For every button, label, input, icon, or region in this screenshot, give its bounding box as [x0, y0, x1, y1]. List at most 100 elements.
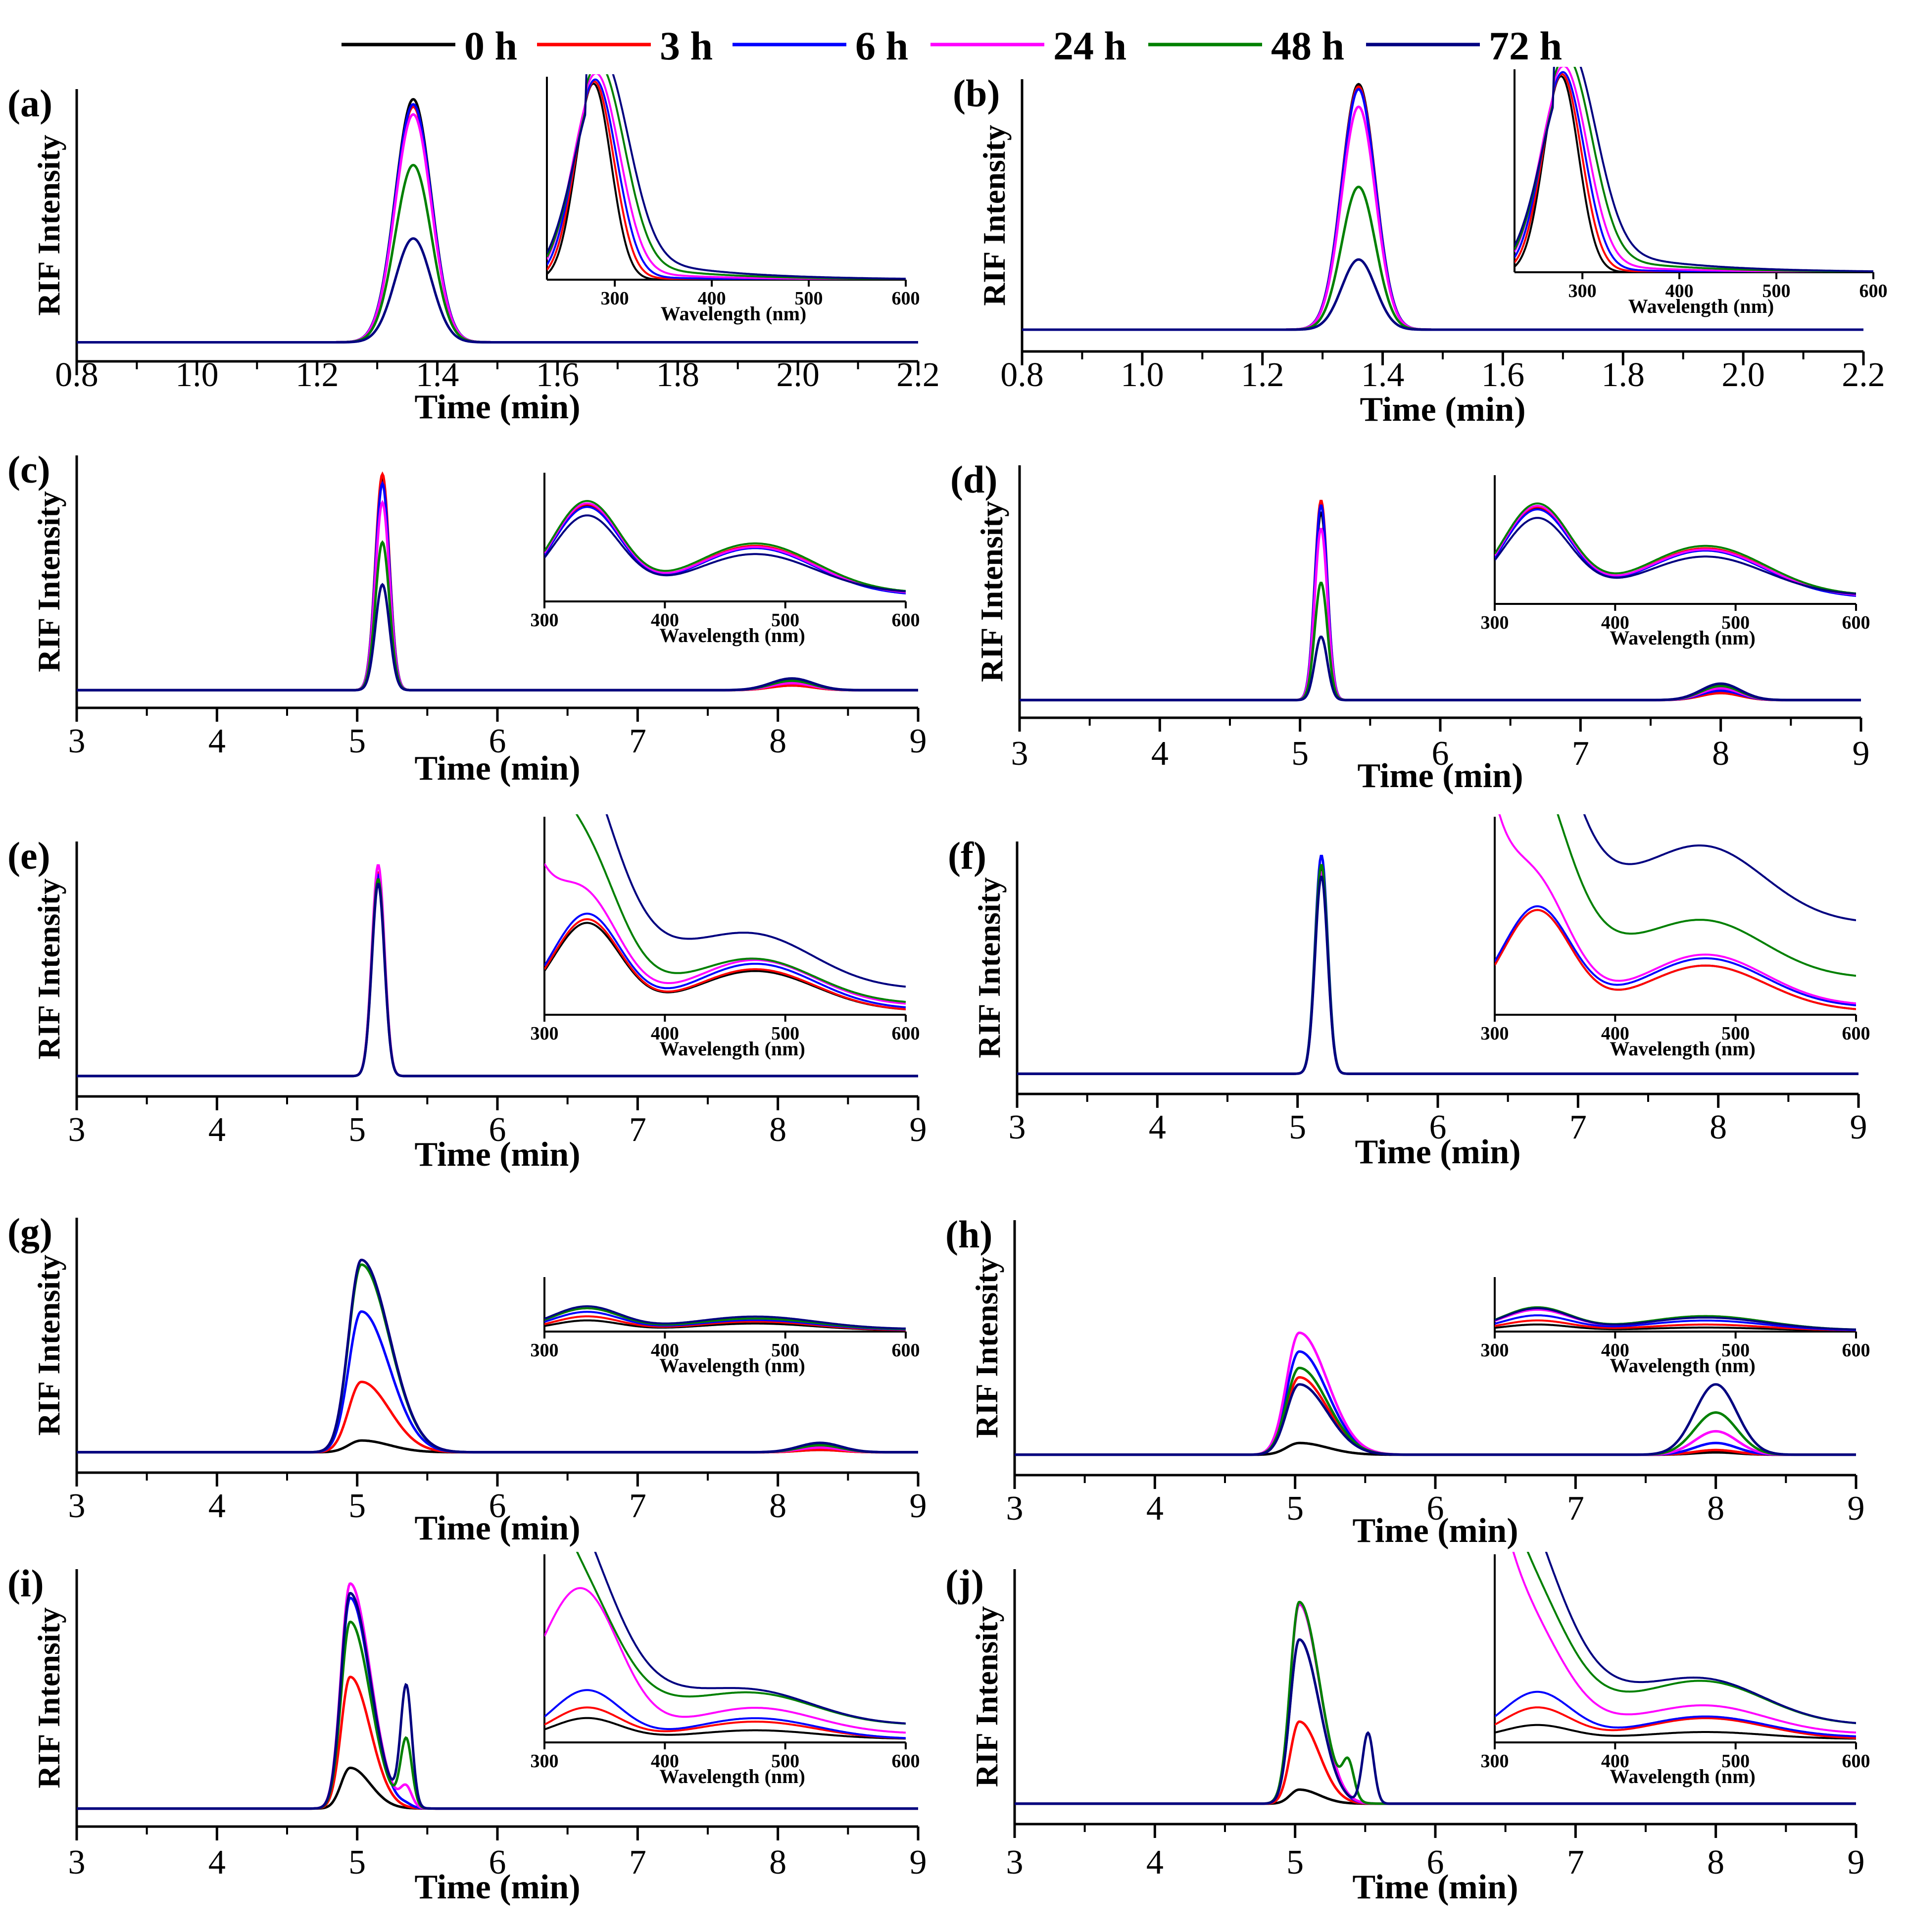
x-tick-label: 7 [629, 722, 646, 760]
x-tick-label: 4 [1151, 735, 1169, 773]
x-axis-title: Time (min) [414, 1136, 580, 1174]
inset-series-3h-trace [544, 918, 906, 1010]
x-tick-label: 5 [348, 1487, 366, 1525]
series-72h-trace [1015, 1638, 1856, 1805]
x-tick-label: 4 [208, 722, 226, 760]
x-tick-label: 3 [68, 1843, 86, 1882]
x-tick-label: 6 [1429, 1108, 1447, 1146]
inset-tick-label: 300 [1481, 1751, 1509, 1772]
y-axis-title: RIF Intensity [977, 125, 1012, 306]
x-tick-label: 9 [910, 1843, 927, 1882]
inset-tick-label: 500 [1721, 1340, 1750, 1361]
x-tick-label: 4 [1149, 1108, 1166, 1146]
y-axis-title: RIF Intensity [31, 1607, 66, 1788]
inset-series-72h-trace [605, 814, 906, 988]
inset-x-axis-title: Wavelength (nm) [1610, 1765, 1755, 1787]
x-tick-label: 6 [1432, 735, 1449, 773]
x-tick-label: 2.2 [896, 356, 940, 394]
inset-tick-label: 600 [892, 1023, 920, 1044]
series-6h-trace [77, 1310, 918, 1454]
panel-label: (e) [7, 834, 50, 877]
panel: 3 4 5 6 7 8 9 Time (min) RIF Intensity(i) 300 400 5… [7, 1552, 927, 1906]
x-tick-label: 4 [208, 1111, 226, 1149]
panel: 3 4 5 6 7 8 9 Time (min) RIF Intensity(g) 300 400 5… [7, 1210, 927, 1547]
inset: 300 400 500 600 Wavelength (nm) [1481, 1277, 1870, 1377]
panel-label: (f) [948, 834, 986, 877]
inset-series-72h-trace [1545, 1552, 1856, 1724]
inset-series-3h-trace [1495, 1319, 1856, 1332]
y-axis-title: RIF Intensity [974, 501, 1009, 682]
panel-label: (c) [7, 448, 50, 491]
x-axis-title: Time (min) [1352, 1512, 1518, 1550]
inset-tick-label: 300 [531, 1023, 559, 1044]
series-72h-trace [77, 1258, 918, 1454]
inset-series-0h-trace [1515, 75, 1873, 272]
inset-tick-label: 400 [651, 610, 679, 631]
x-tick-label: 7 [629, 1111, 646, 1149]
inset-series-6h-trace [1515, 71, 1873, 272]
x-tick-label: 8 [1707, 1843, 1724, 1882]
inset-tick-label: 500 [771, 1023, 799, 1044]
x-tick-label: 6 [489, 1843, 506, 1882]
inset-tick-label: 400 [651, 1751, 679, 1772]
x-tick-label: 6 [489, 722, 506, 760]
inset-x-axis-title: Wavelength (nm) [1610, 1354, 1755, 1377]
x-tick-label: 1.8 [656, 356, 700, 394]
x-tick-label: 0.8 [1000, 356, 1044, 394]
x-tick-label: 9 [910, 722, 927, 760]
x-tick-label: 7 [1569, 1108, 1587, 1146]
x-axis-title: Time (min) [414, 1868, 580, 1906]
inset-tick-label: 400 [651, 1023, 679, 1044]
inset-tick-label: 500 [771, 1751, 799, 1772]
inset-series-6h-trace [1495, 1690, 1856, 1737]
x-tick-label: 5 [1286, 1489, 1304, 1528]
series-0h-trace [1015, 1788, 1856, 1805]
inset-series-48h-trace [544, 500, 906, 592]
panel-label: (a) [7, 82, 52, 125]
inset-x-axis-title: Wavelength (nm) [1610, 1038, 1755, 1060]
inset-x-axis-title: Wavelength (nm) [659, 1765, 805, 1787]
inset-series-48h-trace [576, 1552, 906, 1725]
inset-tick-label: 500 [1721, 612, 1750, 633]
x-tick-label: 7 [629, 1843, 646, 1882]
x-tick-label: 1.4 [416, 356, 459, 394]
panel: 3 4 5 6 7 8 9 Time (min) RIF Intensity(f) 300 400 5… [948, 814, 1870, 1171]
x-tick-label: 2.0 [776, 356, 820, 394]
inset-x-axis-title: Wavelength (nm) [659, 624, 805, 646]
inset-tick-label: 500 [1721, 1023, 1750, 1044]
x-tick-label: 3 [1011, 735, 1028, 773]
inset: 300 400 500 600 Wavelength (nm) [1481, 814, 1870, 1060]
inset-tick-label: 600 [1842, 612, 1870, 633]
x-tick-label: 6 [489, 1487, 506, 1525]
inset: 300 400 500 600 Wavelength (nm) [546, 74, 920, 325]
inset-series-0h-trace [547, 82, 906, 280]
series-0h-trace [1022, 83, 1863, 331]
inset-series-0h-trace [544, 1717, 906, 1740]
x-tick-label: 3 [1006, 1489, 1024, 1528]
legend: 0 h 3 h 6 h 24 h 48 h 72 h [342, 23, 1562, 68]
inset-x-axis-title: Wavelength (nm) [1610, 627, 1755, 649]
y-axis-title: RIF Intensity [972, 877, 1007, 1058]
inset-series-24h-trace [544, 1587, 906, 1734]
inset-series-6h-trace [1495, 1314, 1856, 1332]
series-48h-trace [1015, 1366, 1856, 1456]
y-axis-title: RIF Intensity [31, 491, 66, 672]
x-axis-title: Time (min) [414, 388, 580, 426]
x-tick-label: 9 [1848, 1843, 1865, 1882]
inset-series-6h-trace [544, 912, 906, 1008]
x-tick-label: 8 [1707, 1489, 1724, 1528]
inset-tick-label: 600 [1842, 1023, 1870, 1044]
x-tick-label: 5 [1289, 1108, 1306, 1146]
inset-series-48h-trace [1495, 502, 1856, 594]
inset-series-72h-trace [1495, 517, 1856, 595]
x-tick-label: 7 [1567, 1843, 1584, 1882]
x-tick-label: 5 [348, 722, 366, 760]
x-tick-label: 7 [1567, 1489, 1584, 1528]
inset-series-72h-trace [594, 1552, 906, 1725]
inset-series-24h-trace [1498, 814, 1856, 1005]
inset-tick-label: 300 [601, 288, 629, 309]
inset-series-3h-trace [1515, 73, 1873, 272]
inset-x-axis-title: Wavelength (nm) [659, 1038, 805, 1060]
panel-label: (d) [950, 458, 997, 501]
inset-series-24h-trace [1512, 1552, 1856, 1734]
